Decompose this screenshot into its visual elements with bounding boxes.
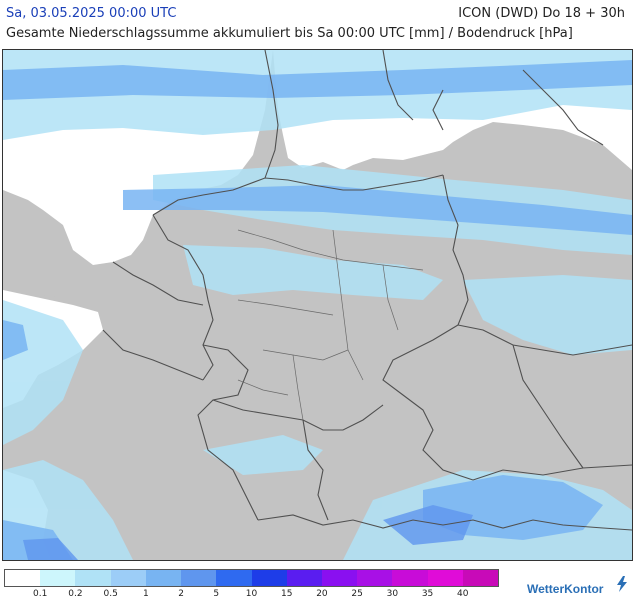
brand-logo-text: WetterKontor bbox=[527, 582, 604, 596]
legend-label: 5 bbox=[213, 589, 220, 599]
legend-swatch bbox=[216, 570, 252, 586]
legend-color-bar bbox=[4, 569, 499, 587]
precipitation-map bbox=[2, 49, 633, 561]
chart-subtitle: Gesamte Niederschlagssumme akkumuliert b… bbox=[6, 26, 573, 41]
model-run-label: ICON (DWD) Do 18 + 30h bbox=[458, 6, 625, 21]
legend-swatch bbox=[286, 570, 322, 586]
legend-swatch bbox=[40, 570, 76, 586]
legend-label: 0.2 bbox=[68, 589, 83, 599]
legend-label: 40 bbox=[457, 589, 469, 599]
legend-swatch bbox=[110, 570, 146, 586]
legend-swatch bbox=[251, 570, 287, 586]
legend-label: 15 bbox=[280, 589, 293, 599]
great-britain-land bbox=[3, 195, 83, 298]
legend-label: 35 bbox=[421, 589, 434, 599]
legend-swatch bbox=[321, 570, 358, 586]
legend-label: 1 bbox=[142, 589, 149, 599]
legend-swatch bbox=[5, 570, 41, 586]
legend-label: 30 bbox=[386, 589, 399, 599]
country-borders bbox=[102, 50, 632, 531]
state-borders bbox=[237, 229, 424, 421]
legend-swatch bbox=[75, 570, 111, 586]
brand-bolt-icon bbox=[617, 576, 627, 592]
legend-swatch bbox=[181, 570, 217, 586]
legend-swatch bbox=[462, 570, 499, 586]
legend-swatch bbox=[145, 570, 182, 586]
chart-header-date: Sa, 03.05.2025 00:00 UTC bbox=[6, 6, 177, 21]
legend-label: 2 bbox=[178, 589, 184, 599]
legend-swatch bbox=[357, 570, 393, 586]
legend-swatch bbox=[392, 570, 428, 586]
precipitation-legend: 0.1 0.2 0.5 1 2 5 10 15 20 25 30 35 40 bbox=[4, 569, 504, 599]
precipitation-heavier bbox=[23, 505, 473, 560]
legend-label: 20 bbox=[316, 589, 328, 599]
legend-label: 0.5 bbox=[103, 589, 118, 599]
map-canvas bbox=[3, 50, 632, 560]
legend-label: 0.1 bbox=[33, 589, 48, 599]
legend-swatch bbox=[427, 570, 463, 586]
legend-label: 10 bbox=[245, 589, 258, 599]
legend-tick-labels: 0.1 0.2 0.5 1 2 5 10 15 20 25 30 35 40 bbox=[4, 587, 504, 601]
legend-label: 25 bbox=[351, 589, 363, 599]
